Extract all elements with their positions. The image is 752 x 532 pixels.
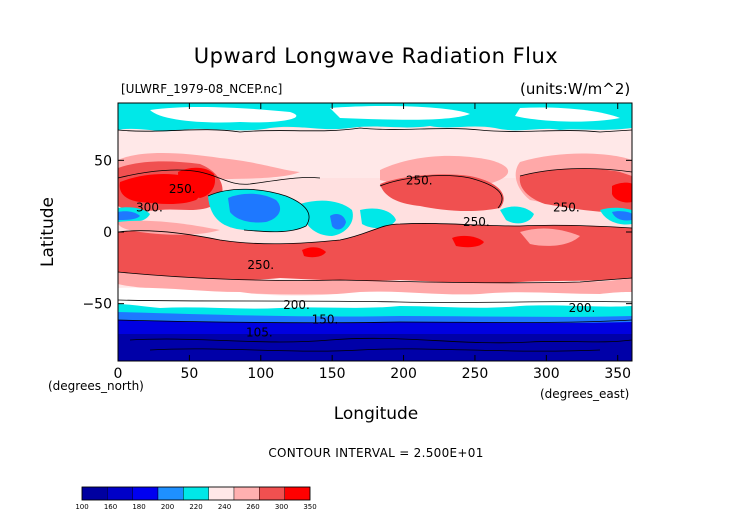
colorbar-tick-label: 180 bbox=[132, 503, 145, 511]
colorbar-swatch bbox=[284, 486, 311, 501]
colorbar-tick-label: 200 bbox=[161, 503, 174, 511]
x-tick-label: 0 bbox=[114, 366, 123, 382]
colorbar-tick-label: 260 bbox=[246, 503, 259, 511]
band-antarctic-coast bbox=[118, 320, 632, 334]
colorbar-swatch bbox=[81, 486, 108, 501]
colorbar: 100 160 180 200 220 240 260 300 350 bbox=[75, 486, 317, 511]
chart-title: Upward Longwave Radiation Flux bbox=[193, 44, 559, 68]
arctic-white-patch bbox=[515, 107, 620, 122]
x-axis-ticks: 0 50 100 150 200 250 300 350 bbox=[114, 103, 631, 382]
x-tick-label: 300 bbox=[533, 366, 560, 382]
colorbar-swatch bbox=[132, 486, 159, 501]
contour-interval-note: CONTOUR INTERVAL = 2.500E+01 bbox=[268, 446, 484, 460]
contour-line bbox=[118, 299, 632, 303]
contour-lines bbox=[118, 127, 632, 352]
colorbar-swatch bbox=[208, 486, 235, 501]
colorbar-frame bbox=[81, 486, 311, 501]
colorbar-tick-label: 220 bbox=[189, 503, 202, 511]
contour-label: 250. bbox=[553, 201, 580, 215]
colorbar-tick-label: 160 bbox=[104, 503, 117, 511]
colorbar-swatch bbox=[183, 486, 209, 501]
colorbar-tick-label: 100 bbox=[75, 503, 88, 511]
south-atlantic-pink bbox=[520, 228, 580, 246]
colorbar-tick-label: 350 bbox=[303, 503, 316, 511]
x-tick-label: 200 bbox=[390, 366, 417, 382]
contour-line bbox=[129, 337, 632, 344]
x-axis-unit: (degrees_east) bbox=[540, 387, 630, 401]
southern-ocean-white bbox=[118, 287, 632, 309]
pacific-blue bbox=[330, 214, 346, 230]
arabia-red bbox=[178, 167, 216, 198]
contour-label: 105. bbox=[246, 325, 273, 339]
x-tick-label: 250 bbox=[462, 366, 489, 382]
arctic-white-patch bbox=[330, 106, 470, 120]
x-tick-label: 150 bbox=[319, 366, 346, 382]
contour-line bbox=[118, 127, 632, 133]
colorbar-swatch bbox=[259, 486, 285, 501]
south-pacific-bright-red bbox=[452, 235, 484, 248]
contour-label: 250. bbox=[463, 215, 490, 229]
contour-line bbox=[118, 169, 321, 185]
east-blue bbox=[612, 211, 632, 221]
contour-line bbox=[118, 319, 632, 324]
x-tick-label: 50 bbox=[180, 366, 198, 382]
north-america-red bbox=[380, 174, 504, 212]
contour-line bbox=[149, 348, 601, 352]
contour-line bbox=[207, 188, 310, 233]
pacific-cyan-east bbox=[360, 208, 396, 229]
contour-label: 200. bbox=[283, 298, 310, 312]
atlantic-red bbox=[519, 168, 632, 213]
colorbar-tick-label: 240 bbox=[218, 503, 231, 511]
colorbar-swatch bbox=[157, 486, 184, 501]
contour-label: 200. bbox=[569, 301, 596, 315]
south-subtropic-red bbox=[118, 223, 632, 283]
y-tick-label: 0 bbox=[103, 225, 112, 241]
contour-line bbox=[118, 271, 632, 284]
west-pacific-blue bbox=[118, 211, 140, 220]
y-axis-unit: (degrees_north) bbox=[48, 379, 144, 393]
south-subtropic-pink bbox=[118, 272, 632, 296]
tropic-atlantic-cyan bbox=[500, 206, 534, 224]
contour-line bbox=[118, 223, 632, 245]
tibet-blue bbox=[228, 193, 281, 223]
x-tick-label: 350 bbox=[604, 366, 631, 382]
contour-label: 250. bbox=[169, 182, 196, 196]
pacific-bright-red bbox=[302, 247, 326, 258]
contour-line bbox=[379, 175, 503, 209]
colorbar-swatch bbox=[107, 486, 133, 501]
units-label: (units:W/m^2) bbox=[520, 80, 631, 98]
colorbar-tick-label: 300 bbox=[275, 503, 288, 511]
colorbar-swatch bbox=[233, 486, 260, 501]
x-tick-label: 100 bbox=[247, 366, 274, 382]
asia-bright-red bbox=[612, 182, 632, 203]
plot-area bbox=[118, 103, 632, 361]
contour-labels: 250.300.250.200.150.105.250.250.250.200. bbox=[136, 173, 596, 339]
x-axis-label: Longitude bbox=[333, 404, 419, 424]
y-tick-label: −50 bbox=[82, 297, 112, 313]
south-subtropic-pink bbox=[118, 220, 220, 235]
contour-label: 250. bbox=[406, 173, 433, 187]
dataset-filename: [ULWRF_1979-08_NCEP.nc] bbox=[121, 82, 283, 96]
arctic-white-patch bbox=[150, 106, 297, 123]
y-axis-ticks: −50 0 50 bbox=[82, 153, 632, 313]
contour-label: 150. bbox=[312, 312, 339, 326]
southern-ocean-mid-blue bbox=[118, 312, 632, 323]
contour-label: 250. bbox=[247, 258, 274, 272]
contour-line bbox=[519, 168, 632, 177]
contour-label: 300. bbox=[136, 201, 163, 215]
y-tick-label: 50 bbox=[94, 153, 112, 169]
